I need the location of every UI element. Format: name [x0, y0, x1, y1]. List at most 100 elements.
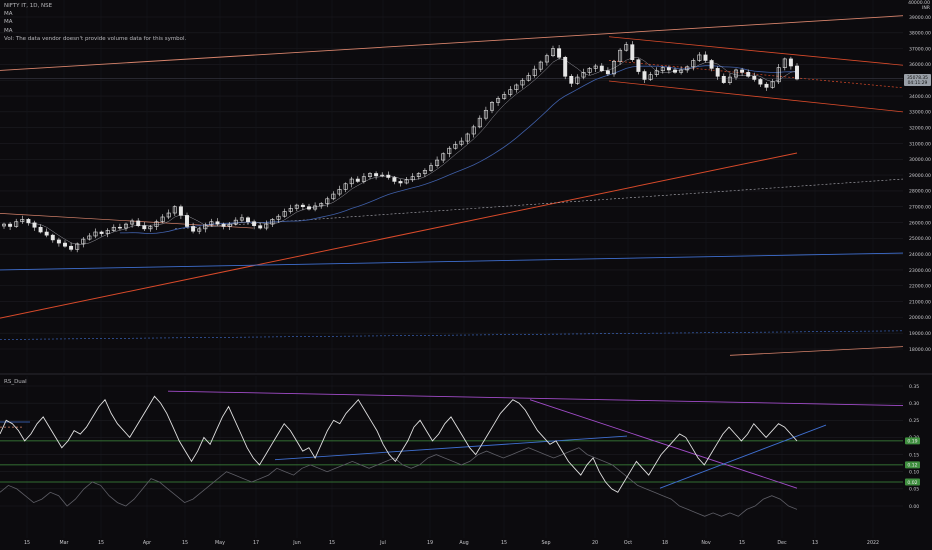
candle [502, 91, 507, 100]
candle-body [490, 102, 494, 111]
candle-body [398, 181, 403, 184]
price-tick-label: 18000.00 [909, 347, 931, 353]
white-dotted-trendline [174, 178, 904, 230]
time-tick-label: 20 [592, 540, 598, 546]
candle-body [435, 159, 440, 166]
last-price-value: 35078.35 [907, 75, 928, 81]
candle-body [551, 48, 555, 57]
candle-body [630, 44, 635, 60]
candle [435, 156, 440, 168]
candle-body [471, 126, 476, 135]
time-tick-label: 15 [739, 540, 745, 546]
candle [795, 63, 799, 81]
channel-mid-dashed-line [608, 60, 904, 89]
candle-body [410, 176, 415, 181]
candle [404, 176, 409, 185]
candle [508, 86, 513, 97]
price-tick-label: 22000.00 [909, 284, 931, 290]
candle-body [313, 205, 318, 210]
candle-body [795, 65, 799, 80]
price-tick-label: 28000.00 [909, 189, 931, 195]
candle-body [416, 173, 421, 177]
candle [227, 221, 232, 231]
candle-body [154, 221, 159, 227]
price-tick-label: 39000.00 [909, 15, 931, 21]
candle-body [685, 66, 690, 71]
candle-body [587, 68, 592, 73]
rsi-level-value: 0.19 [907, 439, 917, 445]
candle-body [203, 224, 208, 230]
candle [782, 57, 787, 71]
candle-body [282, 211, 287, 217]
candle [270, 217, 275, 227]
candle-body [758, 79, 763, 85]
candle [63, 240, 67, 248]
price-tick-label: 38000.00 [909, 31, 931, 37]
candle [233, 217, 238, 226]
candle-body [294, 204, 299, 209]
candle-body [740, 69, 745, 73]
candle-body [380, 174, 385, 177]
candle-body [63, 242, 67, 247]
candle [605, 67, 610, 77]
candle-body [691, 60, 696, 68]
candle [447, 146, 452, 158]
candle-body [50, 234, 55, 241]
candle [148, 225, 153, 232]
candle-body [343, 183, 348, 190]
candle-body [337, 189, 342, 195]
rsi-series-1-line [0, 395, 798, 493]
candle-body [246, 217, 250, 223]
candle-body [502, 94, 507, 99]
rising-support-line [0, 152, 798, 319]
candle-body [124, 223, 128, 229]
candle-body [404, 179, 409, 184]
rsi-tick-label: 0.25 [909, 418, 919, 424]
candle-body [441, 153, 446, 161]
candle-body [191, 226, 196, 232]
price-tick-label: 30000.00 [909, 157, 931, 163]
time-tick-label: 15 [24, 540, 30, 546]
candle-body [581, 72, 586, 78]
time-tick-label: Mar [59, 540, 68, 546]
candle-body [166, 212, 171, 218]
candle [166, 209, 171, 220]
candle-body [264, 223, 269, 229]
time-tick-label: Jun [292, 540, 301, 546]
candle-body [69, 245, 74, 250]
candle [727, 73, 732, 85]
candle [50, 233, 55, 243]
candle [172, 205, 177, 216]
candle-body [185, 215, 189, 227]
price-tick-label: 31000.00 [909, 141, 931, 147]
candle [111, 224, 116, 232]
time-tick-label: 15 [329, 540, 335, 546]
candle [703, 51, 708, 63]
rsi-tick-label: 0.30 [909, 401, 919, 407]
ma-label-1: MA [4, 11, 13, 18]
rsi-tick-label: 0.05 [909, 487, 919, 493]
candle-body [496, 98, 501, 103]
candle-body [697, 54, 702, 61]
candle [734, 68, 738, 80]
moving-average-slow [119, 65, 798, 234]
candle-body [776, 67, 781, 83]
candle-body [319, 203, 324, 207]
candle-body [429, 165, 433, 171]
candle [660, 66, 665, 74]
candle-body [111, 226, 116, 231]
candle [746, 69, 751, 78]
candle [87, 233, 92, 241]
candle-body [349, 178, 354, 185]
time-tick-label: 15 [501, 540, 507, 546]
price-tick-label: 36000.00 [909, 62, 931, 68]
candle [520, 78, 525, 89]
chart-legend: NIFTY IT, 1D, NSE MA MA MA Vol: The data… [4, 2, 186, 43]
candle [788, 56, 793, 70]
channel-lower-line [608, 80, 904, 113]
candle-body [465, 133, 470, 142]
candle-body [276, 215, 281, 220]
candle [593, 63, 598, 72]
price-tick-label: 21000.00 [909, 299, 931, 305]
candle [264, 220, 269, 231]
